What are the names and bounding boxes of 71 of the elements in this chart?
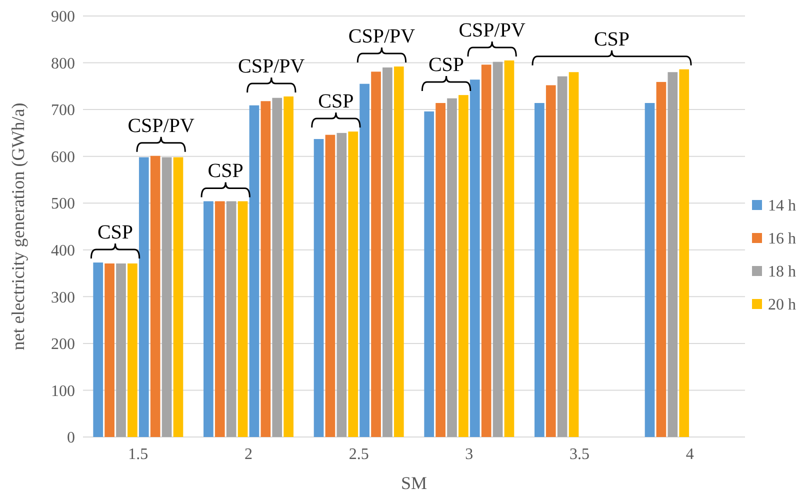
- annotation: CSP/PV: [458, 19, 526, 42]
- y-tick-label: 500: [51, 196, 75, 213]
- bar: [138, 157, 149, 437]
- bar: [348, 132, 358, 437]
- x-tick-label: 3: [465, 446, 474, 463]
- legend-label: 14 h: [768, 198, 796, 215]
- bar: [336, 132, 347, 437]
- bar: [546, 85, 556, 437]
- bar: [458, 95, 468, 437]
- bar: [162, 157, 172, 437]
- x-tick-label: 1.5: [128, 446, 148, 463]
- bar: [447, 98, 457, 437]
- bar: [394, 66, 404, 437]
- bar: [492, 62, 503, 437]
- y-tick-label: 0: [67, 430, 75, 447]
- annotation: CSP/PV: [238, 55, 306, 78]
- bar: [481, 64, 492, 437]
- legend-label: 20 h: [768, 296, 796, 314]
- bar: [325, 134, 336, 437]
- bar: [272, 98, 282, 437]
- bar: [557, 76, 568, 437]
- annotation: CSP/PV: [128, 114, 195, 137]
- bar: [360, 84, 370, 437]
- y-tick-label: 700: [51, 102, 75, 120]
- bar: [260, 101, 271, 437]
- x-tick-label: 2: [244, 446, 252, 463]
- bar: [116, 263, 126, 437]
- y-tick-label: 800: [51, 55, 75, 72]
- annotation: CSP: [318, 90, 354, 113]
- annotation: CSP/PV: [348, 26, 416, 48]
- y-tick-label: 600: [51, 148, 75, 166]
- annotation: CSP: [428, 54, 464, 76]
- annotation: CSP: [97, 222, 134, 244]
- y-tick-label: 900: [51, 8, 75, 26]
- legend-label: 18 h: [768, 264, 796, 281]
- bar: [173, 157, 184, 437]
- y-tick-label: 100: [51, 382, 75, 400]
- bar: [668, 72, 678, 437]
- bar: [249, 105, 260, 437]
- bar: [284, 96, 294, 437]
- bar: [238, 201, 248, 437]
- bar: [679, 69, 690, 437]
- bar: [226, 201, 236, 437]
- x-tick-label: 4: [686, 446, 694, 463]
- bar: [424, 111, 434, 437]
- bar: [150, 156, 160, 437]
- bar: [568, 72, 579, 437]
- bar: [382, 67, 392, 437]
- bar: [470, 80, 480, 437]
- bar: [436, 103, 446, 437]
- bar: [214, 201, 225, 437]
- bar: [104, 263, 114, 437]
- bar: [93, 262, 104, 437]
- x-tick-label: 2.5: [348, 446, 369, 463]
- bar: [504, 60, 514, 437]
- bar: [656, 82, 666, 437]
- bar: [314, 139, 324, 437]
- y-tick-label: 200: [51, 336, 75, 354]
- bar: [371, 72, 381, 437]
- legend-label: 16 h: [768, 230, 796, 248]
- bar: [204, 201, 214, 437]
- y-axis-title: net electricity generation (GWh/a): [8, 102, 28, 350]
- x-tick-label: 3.5: [570, 446, 590, 463]
- x-axis-title: SM: [400, 473, 428, 493]
- bar: [644, 103, 655, 437]
- y-tick-label: 300: [51, 289, 75, 306]
- annotation: CSP: [208, 160, 244, 182]
- bar: [534, 103, 544, 437]
- y-tick-label: 400: [51, 242, 75, 260]
- annotation: CSP: [594, 28, 630, 50]
- bar: [128, 263, 138, 437]
